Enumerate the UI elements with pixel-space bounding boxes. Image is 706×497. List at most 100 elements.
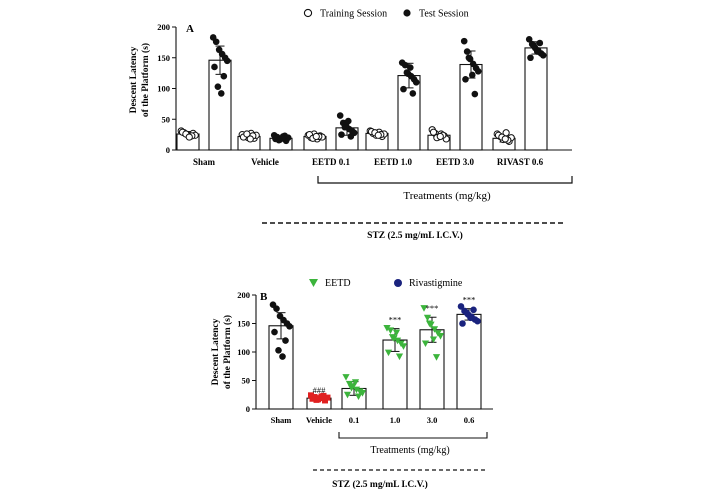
- panel-a-letter: A: [186, 23, 194, 35]
- panel-a-y-tick-label: 150: [157, 53, 170, 63]
- legend-label-eetd: EETD: [325, 278, 351, 289]
- panel-a-data-point: [530, 42, 538, 50]
- panel-b-x-tick-label: 3.0: [427, 415, 438, 425]
- panel-a-data-point: [338, 131, 345, 138]
- panel-b-data-point: [358, 390, 367, 397]
- panel-a-data-point: [436, 132, 444, 141]
- panel-a-data-point: [412, 79, 420, 86]
- panel-a-data-point: [278, 135, 286, 142]
- panel-b-data-point: [384, 349, 393, 357]
- panel-b-ylabel-line2: of the Platform (s): [222, 315, 233, 389]
- panel-b-y-tick-label: 50: [242, 376, 251, 386]
- panel-a-data-point: [527, 54, 534, 62]
- panel-b-y-tick-label: 200: [237, 290, 250, 300]
- panel-b-bar: [268, 325, 294, 410]
- panel-a-data-point: [185, 133, 193, 141]
- panel-b-x-tick-label: Vehicle: [306, 415, 332, 425]
- panel-b-ylabel-line1: Descent Latency: [211, 318, 221, 385]
- panel-b-data-point: [343, 391, 352, 399]
- panel-b-data-point: [474, 317, 481, 325]
- panel-b-data-point: [271, 328, 278, 336]
- panel-a-legend: Training Session Test Session: [303, 8, 469, 20]
- legend-label-rivastigmine: Rivastigmine: [409, 278, 463, 289]
- panel-b: B Descent Latency of the Platform (s) Tr…: [211, 278, 493, 490]
- panel-b-x-tick-label: 0.1: [349, 415, 360, 425]
- panel-b-data-point: [351, 379, 360, 386]
- panel-b-data-point: [308, 392, 314, 399]
- panel-a-data-point: [336, 112, 344, 119]
- panel-a-data-point: [468, 71, 476, 79]
- panel-a-x-tick-label: RIVAST 0.6: [497, 157, 544, 167]
- panel-a-data-point: [312, 132, 320, 141]
- panel-b-bottom-label: STZ (2.5 mg/mL I.C.V.): [332, 479, 428, 490]
- panel-a-data-point: [462, 75, 469, 83]
- panel-b-data-point: [423, 314, 432, 322]
- panel-a-data-point: [406, 64, 414, 71]
- panel-a-data-point: [341, 123, 349, 131]
- legend-marker-test: [403, 9, 411, 17]
- panel-b-data-point: [313, 396, 320, 403]
- legend-marker-training: [303, 8, 313, 18]
- panel-b-significance-label: ###: [313, 385, 327, 395]
- panel-b-data-point: [432, 354, 441, 361]
- panel-a-y-tick-label: 100: [157, 84, 170, 94]
- panel-a: A Descent Latency of the Platform (s) Tr…: [129, 8, 573, 241]
- panel-b-significance-label: ***: [426, 303, 439, 313]
- panel-a-data-point: [533, 48, 541, 55]
- panel-b-data-point: [309, 395, 316, 402]
- panel-b-data-point: [399, 343, 408, 350]
- panel-b-y-tick-label: 100: [237, 347, 250, 357]
- panel-b-data-point: [420, 305, 428, 312]
- panel-a-bottom-label: STZ (2.5 mg/mL I.C.V.): [367, 230, 463, 241]
- panel-b-letter: B: [260, 291, 268, 303]
- legend-label-training: Training Session: [320, 9, 387, 20]
- panel-b-data-point: [430, 326, 439, 333]
- panel-a-data-point: [401, 61, 409, 69]
- panel-a-x-tick-label: Sham: [193, 157, 216, 167]
- panel-b-data-point: [459, 320, 466, 327]
- panel-a-data-point: [211, 63, 218, 71]
- panel-b-data-point: [386, 327, 395, 334]
- panel-b-y-tick-label: 150: [237, 319, 250, 329]
- panel-a-data-point: [463, 48, 471, 55]
- panel-b-data-point: [354, 393, 363, 401]
- panel-b-treatment-bracket: [338, 432, 488, 439]
- panel-a-data-point: [429, 128, 438, 136]
- panel-a-data-point: [220, 72, 228, 80]
- panel-b-bracket-label: Treatments (mg/kg): [370, 445, 449, 456]
- panel-a-y-tick-label: 200: [157, 22, 170, 32]
- panel-b-significance-label: ***: [389, 315, 402, 325]
- panel-b-data-point: [279, 353, 286, 360]
- panel-b-data-point: [457, 303, 465, 310]
- panel-b-x-tick-label: Sham: [271, 415, 292, 425]
- panel-a-data-point: [212, 38, 220, 46]
- panel-b-data-point: [273, 305, 280, 312]
- panel-b-x-tick-label: 1.0: [390, 415, 401, 425]
- panel-a-data-point: [460, 37, 468, 45]
- panel-a-data-point: [471, 90, 479, 98]
- panel-a-treatment-bracket: [317, 176, 573, 184]
- panel-a-data-point: [214, 83, 222, 90]
- panel-b-data-point: [324, 394, 331, 401]
- panel-b-data-point: [470, 306, 477, 314]
- panel-b-data-point: [317, 395, 324, 402]
- panel-b-data-point: [342, 374, 350, 381]
- panel-b-data-point: [463, 309, 470, 316]
- panel-a-data-point: [501, 135, 509, 143]
- panel-a-data-point: [465, 54, 473, 62]
- panel-a-data-point: [474, 67, 482, 75]
- panel-a-data-point: [243, 130, 251, 138]
- panel-b-data-point: [425, 320, 434, 328]
- panel-a-data-point: [347, 133, 355, 140]
- panel-a-y-tick-label: 0: [166, 145, 170, 155]
- panel-b-data-point: [395, 353, 404, 361]
- panel-a-data-point: [403, 69, 411, 76]
- panel-a-data-point: [539, 51, 547, 59]
- panel-b-data-point: [392, 329, 401, 337]
- panel-b-data-point: [393, 337, 402, 345]
- panel-a-data-point: [374, 131, 382, 139]
- panel-a-data-point: [246, 135, 254, 143]
- panel-a-data-point: [344, 117, 352, 125]
- panel-a-data-point: [409, 90, 417, 97]
